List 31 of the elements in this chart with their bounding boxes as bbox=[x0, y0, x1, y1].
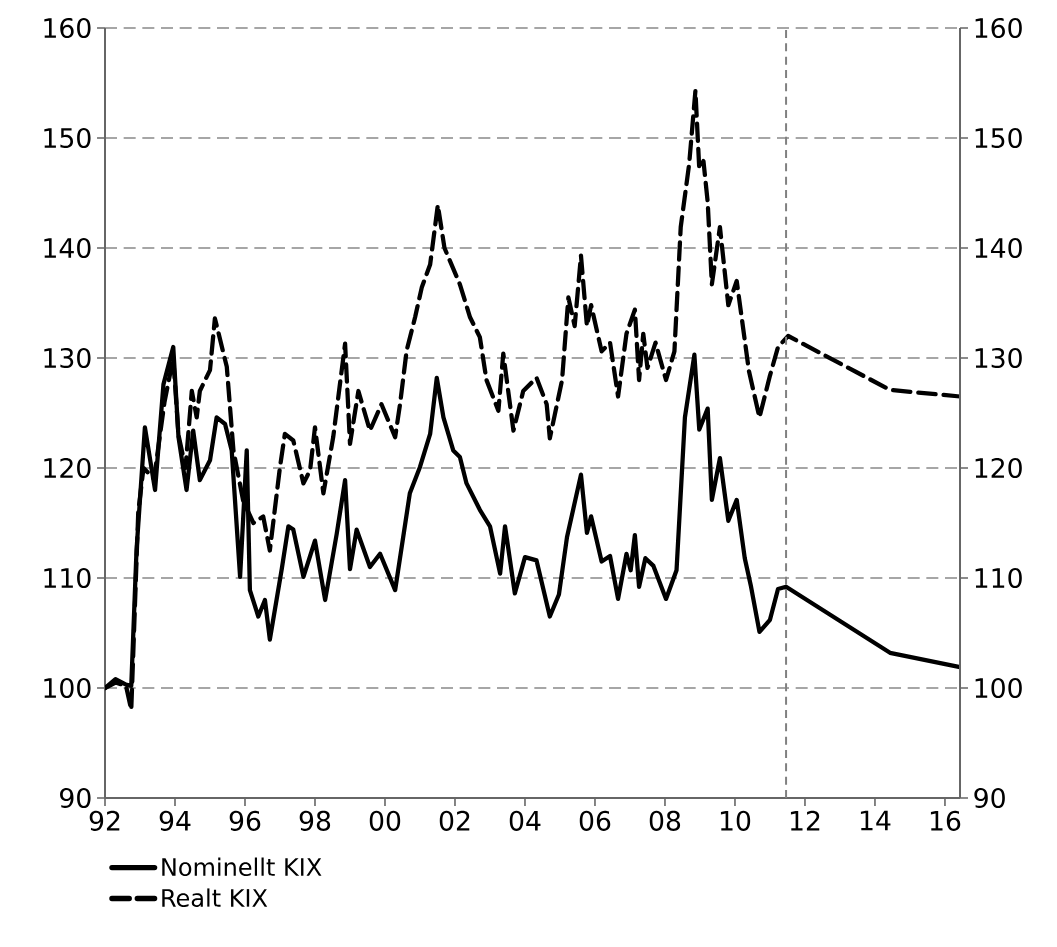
y2-tick-label: 160 bbox=[975, 17, 1022, 39]
x-tick-label: 12 bbox=[790, 810, 820, 831]
y-tick-label: 120 bbox=[44, 457, 91, 479]
legend-label: Nominellt KIX bbox=[162, 857, 322, 877]
y-tick-label: 140 bbox=[44, 237, 91, 259]
x-tick-label: 92 bbox=[89, 810, 120, 831]
y2-tick-label: 120 bbox=[975, 457, 1022, 479]
x-tick-label: 08 bbox=[649, 810, 681, 831]
y-tick-label: 130 bbox=[44, 347, 91, 369]
y-tick-label: 110 bbox=[44, 567, 91, 589]
x-tick-label: 98 bbox=[299, 810, 331, 831]
x-tick-label: 94 bbox=[159, 810, 191, 831]
y-tick-label: 90 bbox=[60, 787, 91, 809]
y2-tick-label: 100 bbox=[975, 677, 1022, 699]
x-tick-label: 04 bbox=[509, 810, 541, 831]
x-tick-label: 16 bbox=[930, 810, 961, 831]
x-tick-label: 14 bbox=[860, 810, 891, 831]
y2-tick-label: 150 bbox=[975, 127, 1022, 149]
y2-tick-label: 90 bbox=[974, 787, 1005, 809]
x-tick-label: 00 bbox=[369, 810, 401, 831]
x-tick-label: 06 bbox=[579, 810, 611, 831]
y2-tick-label: 140 bbox=[975, 237, 1022, 259]
y-tick-label: 150 bbox=[44, 127, 91, 149]
x-tick-label: 10 bbox=[720, 810, 751, 831]
y2-tick-label: 110 bbox=[975, 567, 1022, 589]
x-tick-label: 02 bbox=[439, 810, 470, 831]
y-tick-label: 100 bbox=[44, 677, 91, 699]
legend-label: Realt KIX bbox=[162, 888, 268, 907]
y2-tick-label: 130 bbox=[975, 347, 1022, 369]
y-tick-label: 160 bbox=[44, 17, 91, 39]
x-tick-label: 96 bbox=[229, 810, 261, 831]
